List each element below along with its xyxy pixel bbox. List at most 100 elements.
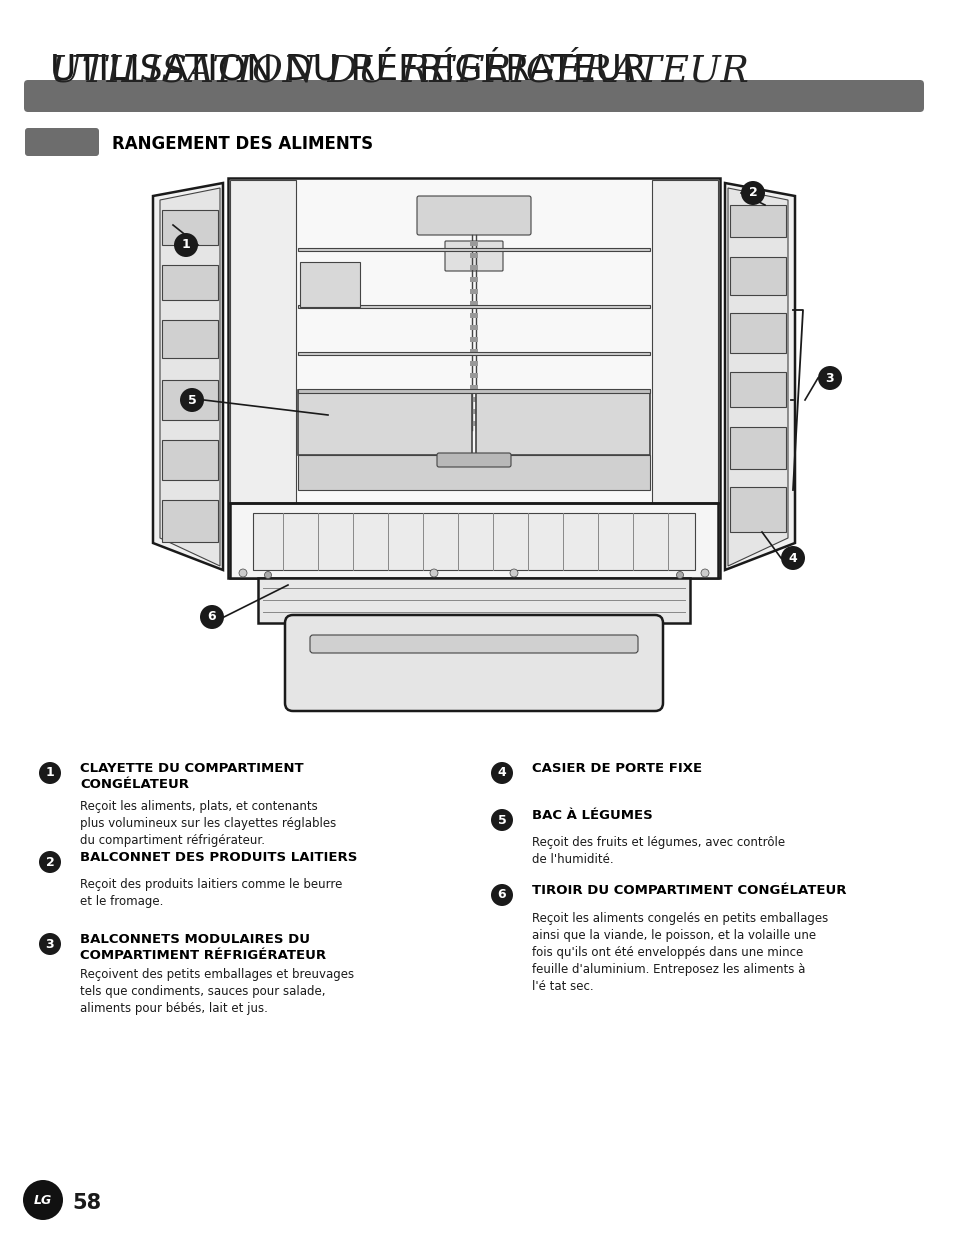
Circle shape [39,851,61,873]
Circle shape [740,181,764,205]
Polygon shape [162,380,218,421]
Polygon shape [729,427,785,469]
Circle shape [491,809,513,831]
Bar [230,181,295,576]
Text: 6: 6 [497,888,506,902]
Bar [470,374,477,379]
Text: Reçoit des fruits et légumes, avec contrôle
de l'humidité.: Reçoit des fruits et légumes, avec contr… [532,836,784,866]
Bar [470,336,477,341]
Text: 6: 6 [208,611,216,623]
Text: 3: 3 [46,938,54,950]
Text: Reçoit des produits laitiers comme le beurre
et le fromage.: Reçoit des produits laitiers comme le be… [80,878,342,908]
Text: RANGEMENT DES ALIMENTS: RANGEMENT DES ALIMENTS [112,135,373,153]
Text: UTILISATION DU RÉFRIGÉRATEUR: UTILISATION DU RÉFRIGÉRATEUR [50,52,646,87]
Text: TIROIR DU COMPARTIMENT CONGÉLATEUR: TIROIR DU COMPARTIMENT CONGÉLATEUR [532,884,845,897]
Polygon shape [729,372,785,407]
Circle shape [781,546,804,570]
FancyBboxPatch shape [436,453,511,468]
Bar [476,390,649,455]
Text: 3: 3 [825,371,834,385]
FancyBboxPatch shape [25,127,99,156]
FancyBboxPatch shape [416,195,531,235]
Bar [470,361,477,366]
Bar [470,254,477,259]
Text: UTILISATION DU RÉFRIGÉRATEUR: UTILISATION DU RÉFRIGÉRATEUR [50,54,748,90]
Text: Reçoit les aliments, plats, et contenants
plus volumineux sur les clayettes régl: Reçoit les aliments, plats, et contenant… [80,800,335,847]
Text: CLAYETTE DU COMPARTIMENT
CONGÉLATEUR: CLAYETTE DU COMPARTIMENT CONGÉLATEUR [80,762,303,790]
Bar [470,421,477,426]
Polygon shape [729,205,785,238]
Bar [470,277,477,282]
FancyBboxPatch shape [444,241,502,271]
FancyBboxPatch shape [285,615,662,711]
Text: 2: 2 [46,856,54,868]
Polygon shape [729,313,785,353]
Circle shape [430,569,437,576]
Circle shape [239,569,247,576]
Text: CASIER DE PORTE FIXE: CASIER DE PORTE FIXE [532,762,701,776]
Text: BAC À LÉGUMES: BAC À LÉGUMES [532,809,652,823]
Bar [299,262,359,307]
Bar [230,503,718,578]
Bar [470,325,477,330]
Circle shape [264,571,272,579]
Bar [470,289,477,294]
Polygon shape [152,183,223,570]
Circle shape [180,388,204,412]
Bar [470,349,477,354]
Polygon shape [162,320,218,357]
Polygon shape [162,500,218,542]
Bar [470,241,477,246]
Text: LG: LG [34,1194,52,1206]
Polygon shape [162,210,218,245]
Text: 5: 5 [497,814,506,826]
Polygon shape [162,265,218,301]
Bar [253,513,695,570]
Circle shape [173,233,198,257]
Polygon shape [162,440,218,480]
Bar [470,301,477,306]
Text: 1: 1 [181,239,191,251]
Text: Reçoit les aliments congelés en petits emballages
ainsi que la viande, le poisso: Reçoit les aliments congelés en petits e… [532,912,827,993]
Circle shape [491,762,513,784]
Text: Reçoivent des petits emballages et breuvages
tels que condiments, sauces pour sa: Reçoivent des petits emballages et breuv… [80,969,354,1016]
Circle shape [491,884,513,905]
Text: 2: 2 [748,187,757,199]
Polygon shape [160,188,220,567]
Bar [651,181,718,576]
Circle shape [676,571,682,579]
Bar [228,178,720,578]
Bar [470,313,477,318]
Circle shape [700,569,708,576]
Text: 4: 4 [497,767,506,779]
Bar [470,409,477,414]
Circle shape [39,762,61,784]
Text: 4: 4 [788,552,797,564]
Bar [297,306,649,308]
FancyBboxPatch shape [310,635,638,653]
FancyBboxPatch shape [24,80,923,113]
Circle shape [510,569,517,576]
Bar [470,265,477,270]
Text: 1: 1 [46,767,54,779]
Text: BALCONNETS MODULAIRES DU
COMPARTIMENT RÉFRIGÉRATEUR: BALCONNETS MODULAIRES DU COMPARTIMENT RÉ… [80,933,326,962]
Polygon shape [729,487,785,532]
Bar [297,388,649,393]
Circle shape [817,366,841,390]
Text: 5: 5 [188,393,196,407]
Bar [297,247,649,251]
Circle shape [23,1180,63,1220]
Bar [257,578,689,623]
Text: BALCONNET DES PRODUITS LAITIERS: BALCONNET DES PRODUITS LAITIERS [80,851,357,863]
Circle shape [200,605,224,628]
Text: 58: 58 [71,1192,101,1213]
Polygon shape [727,188,787,567]
Bar [297,353,649,355]
Bar [297,455,649,490]
Polygon shape [724,183,794,570]
Bar [297,390,472,455]
Bar [470,385,477,390]
Bar [470,397,477,402]
Polygon shape [729,257,785,294]
Circle shape [39,933,61,955]
